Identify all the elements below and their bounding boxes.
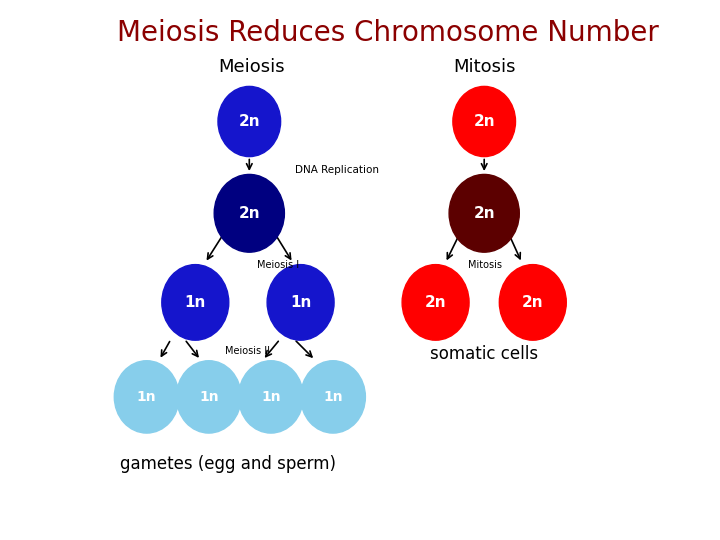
Text: DNA Replication: DNA Replication bbox=[295, 165, 379, 175]
Text: Mitosis: Mitosis bbox=[468, 260, 502, 269]
Text: 2n: 2n bbox=[425, 295, 446, 310]
Text: 2n: 2n bbox=[473, 206, 495, 221]
Text: 1n: 1n bbox=[184, 295, 206, 310]
Text: 1n: 1n bbox=[290, 295, 311, 310]
Ellipse shape bbox=[449, 174, 519, 252]
Ellipse shape bbox=[301, 361, 365, 433]
Ellipse shape bbox=[215, 174, 284, 252]
Ellipse shape bbox=[162, 265, 229, 340]
Text: Meiosis II: Meiosis II bbox=[225, 346, 270, 356]
Ellipse shape bbox=[238, 361, 303, 433]
Ellipse shape bbox=[402, 265, 469, 340]
Ellipse shape bbox=[114, 361, 179, 433]
Text: 2n: 2n bbox=[473, 114, 495, 129]
Ellipse shape bbox=[218, 86, 281, 157]
Text: 1n: 1n bbox=[261, 390, 281, 404]
Ellipse shape bbox=[453, 86, 516, 157]
Text: 2n: 2n bbox=[238, 206, 260, 221]
Text: Meiosis: Meiosis bbox=[219, 58, 285, 77]
Ellipse shape bbox=[176, 361, 241, 433]
Ellipse shape bbox=[499, 265, 566, 340]
Text: Meiosis I: Meiosis I bbox=[258, 260, 300, 269]
Text: 2n: 2n bbox=[238, 114, 260, 129]
Text: somatic cells: somatic cells bbox=[430, 345, 539, 363]
Text: gametes (egg and sperm): gametes (egg and sperm) bbox=[120, 455, 336, 474]
Text: 2n: 2n bbox=[522, 295, 544, 310]
Text: 1n: 1n bbox=[199, 390, 219, 404]
Text: Meiosis Reduces Chromosome Number: Meiosis Reduces Chromosome Number bbox=[117, 19, 659, 47]
Text: Mitosis: Mitosis bbox=[453, 58, 516, 77]
Text: 1n: 1n bbox=[137, 390, 156, 404]
Text: 1n: 1n bbox=[323, 390, 343, 404]
Ellipse shape bbox=[267, 265, 334, 340]
